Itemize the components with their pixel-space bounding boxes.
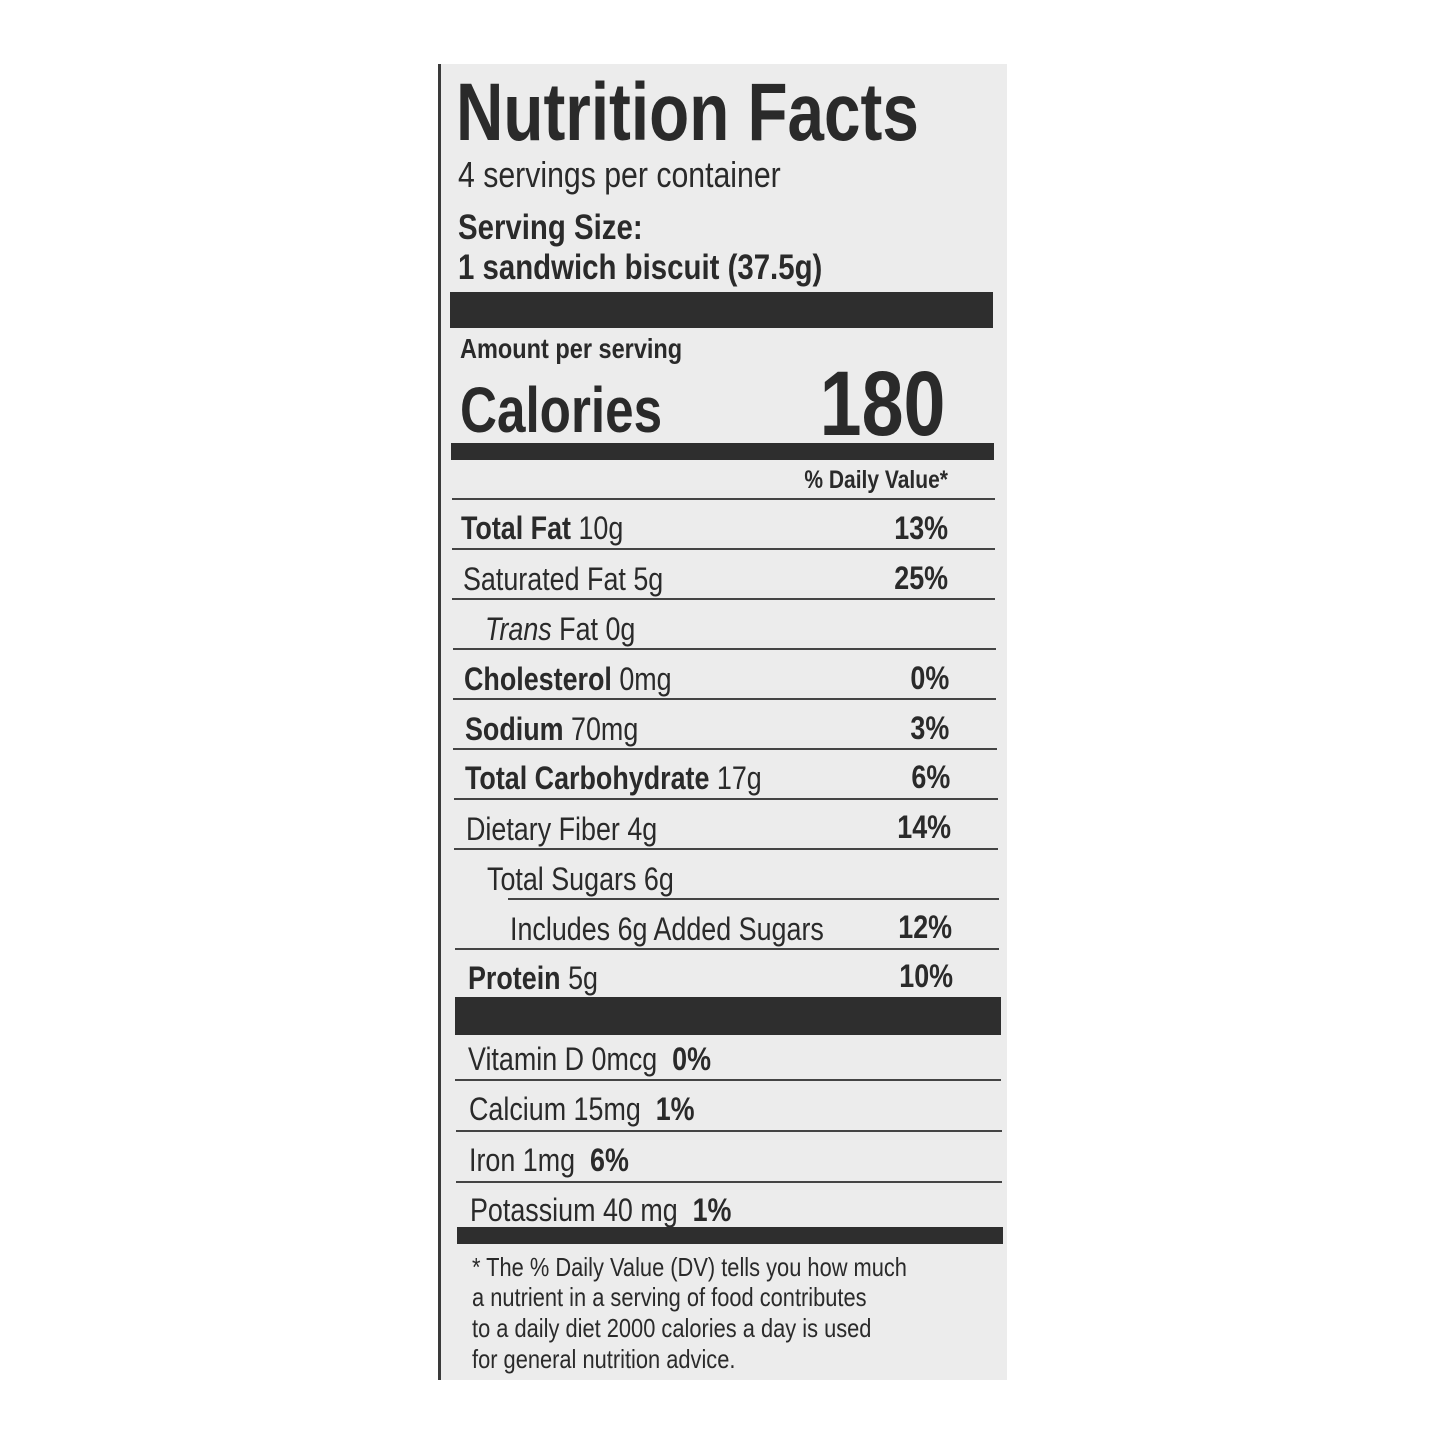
vitamin-dv: 1%: [692, 1192, 732, 1228]
vitamin-dv: 6%: [590, 1142, 629, 1178]
divider: [455, 948, 999, 950]
divider: [508, 898, 999, 900]
footnote-line: a nutrient in a serving of food contribu…: [472, 1282, 867, 1312]
nutrient-amount: 70mg: [571, 711, 639, 747]
nutrient-amount: Fat 0g: [559, 611, 636, 647]
thick-divider: [455, 997, 1001, 1035]
nutrient-dv: 12%: [898, 909, 952, 945]
nutrient-amount: 10g: [578, 510, 624, 546]
divider: [455, 1079, 1001, 1081]
divider: [453, 698, 996, 700]
nutrient-amount: 6g: [643, 861, 674, 897]
vitamin-dv: 1%: [655, 1091, 695, 1127]
nutrient-name: Total Sugars: [487, 861, 637, 897]
label-title: Nutrition Facts: [456, 67, 919, 158]
nutrient-name: Dietary Fiber: [466, 811, 620, 847]
serving-size-label: Serving Size:: [458, 208, 643, 247]
nutrient-amount: 4g: [627, 811, 658, 847]
divider: [456, 1181, 1002, 1183]
nutrient-dv: 0%: [910, 660, 949, 696]
divider: [456, 1130, 1002, 1132]
serving-size-value: 1 sandwich biscuit (37.5g): [458, 248, 823, 287]
divider: [454, 848, 998, 850]
divider: [452, 598, 995, 600]
nutrient-name: Cholesterol: [464, 661, 612, 697]
nutrient-dv: 14%: [897, 809, 951, 845]
nutrient-name: Saturated Fat: [463, 561, 626, 597]
nutrient-amount: 0mg: [619, 661, 672, 697]
nutrient-name: Total Fat: [461, 510, 572, 546]
nutrient-dv: 25%: [894, 560, 948, 596]
nutrient-name: Sodium: [465, 711, 564, 747]
nutrient-name: Protein: [468, 960, 561, 996]
amount-per-serving: Amount per serving: [460, 333, 683, 364]
calories-value: 180: [819, 353, 945, 455]
thick-divider: [450, 292, 993, 328]
vitamin-name: Iron 1mg: [469, 1142, 576, 1178]
medium-divider: [457, 1227, 1003, 1244]
calories-label: Calories: [460, 374, 663, 446]
nutrition-facts-panel: [438, 64, 1007, 1380]
vitamin-name: Calcium 15mg: [469, 1091, 641, 1127]
divider: [452, 498, 995, 500]
footnote-line: * The % Daily Value (DV) tells you how m…: [472, 1252, 907, 1282]
divider: [453, 648, 996, 650]
footnote-line: for general nutrition advice.: [472, 1344, 736, 1374]
nutrient-dv: 6%: [911, 759, 950, 795]
nutrient-dv: 13%: [894, 510, 948, 546]
divider: [453, 748, 997, 750]
daily-value-header: % Daily Value*: [804, 466, 948, 494]
vitamin-name: Vitamin D 0mcg: [468, 1041, 658, 1077]
nutrient-amount: 5g: [568, 960, 598, 996]
divider: [454, 798, 998, 800]
medium-divider: [451, 443, 994, 460]
footnote-line: to a daily diet 2000 calories a day is u…: [472, 1313, 872, 1343]
vitamin-name: Potassium 40 mg: [470, 1192, 678, 1228]
nutrient-name: Includes 6g Added Sugars: [510, 911, 824, 947]
nutrient-dv: 10%: [899, 958, 953, 994]
nutrient-name: Trans: [485, 611, 552, 647]
vitamin-dv: 0%: [672, 1041, 712, 1077]
nutrient-amount: 17g: [716, 760, 762, 796]
nutrient-name: Total Carbohydrate: [465, 760, 710, 796]
nutrient-dv: 3%: [910, 710, 949, 746]
divider: [452, 548, 995, 550]
servings-per-container: 4 servings per container: [458, 154, 781, 195]
nutrient-amount: 5g: [633, 561, 664, 597]
